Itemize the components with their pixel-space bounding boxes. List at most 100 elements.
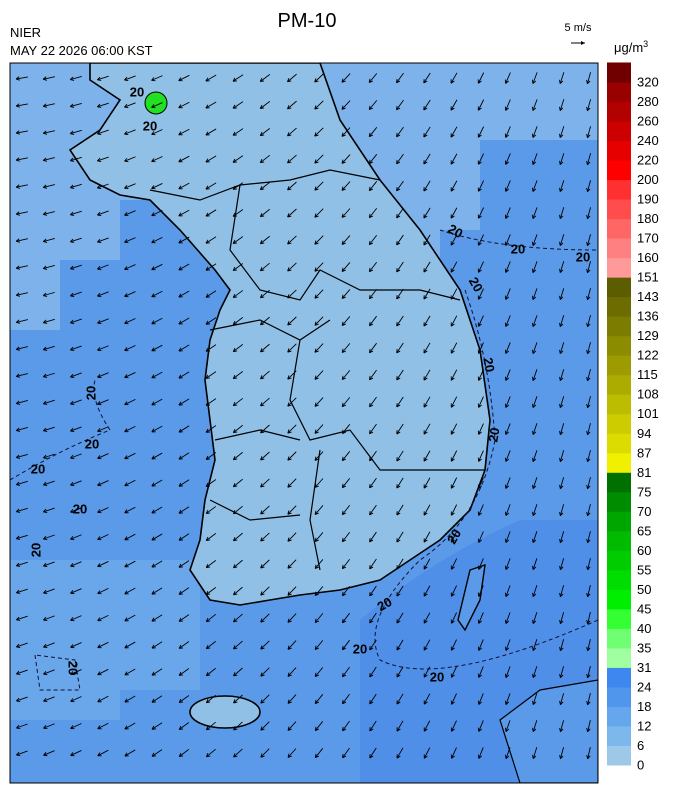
wind-arrow bbox=[96, 102, 109, 108]
wind-arrow bbox=[124, 452, 136, 460]
wind-arrow bbox=[369, 369, 377, 381]
wind-arrow bbox=[423, 585, 431, 597]
wind-arrow bbox=[43, 534, 55, 540]
wind-arrow bbox=[423, 342, 431, 354]
wind-arrow bbox=[450, 639, 457, 651]
wind-arrow bbox=[341, 289, 351, 299]
wind-arrow bbox=[368, 342, 377, 354]
wind-arrow bbox=[15, 534, 28, 540]
colorbar-label: 129 bbox=[637, 328, 659, 343]
wind-arrow bbox=[124, 129, 136, 136]
wind-arrow bbox=[97, 695, 109, 703]
colorbar-label: 101 bbox=[637, 406, 659, 421]
wind-arrow bbox=[450, 747, 457, 759]
wind-arrow bbox=[559, 693, 565, 706]
wind-arrow bbox=[423, 207, 431, 219]
wind-arrow bbox=[368, 73, 378, 84]
wind-arrow bbox=[532, 207, 538, 219]
wind-arrow bbox=[232, 317, 244, 326]
wind-arrow bbox=[505, 747, 511, 759]
wind-arrow bbox=[586, 639, 591, 652]
wind-arrow bbox=[477, 261, 484, 273]
colorbar-segment bbox=[607, 277, 631, 298]
wind-arrow bbox=[260, 667, 270, 677]
wind-arrow bbox=[559, 666, 565, 679]
wind-arrow bbox=[15, 615, 28, 621]
wind-arrow bbox=[97, 507, 109, 514]
wind-arrow bbox=[233, 613, 243, 623]
wind-arrow bbox=[97, 291, 109, 298]
wind-arrow bbox=[477, 585, 484, 597]
wind-arrow bbox=[178, 695, 190, 703]
wind-arrow bbox=[151, 75, 163, 82]
wind-arrow bbox=[232, 74, 244, 82]
wind-arrow bbox=[151, 425, 163, 433]
wind-arrow bbox=[42, 426, 55, 432]
wind-arrow bbox=[423, 720, 431, 732]
colorbar-label: 240 bbox=[637, 133, 659, 148]
wind-arrow bbox=[532, 477, 538, 490]
wind-arrow bbox=[178, 533, 190, 541]
wind-arrow bbox=[69, 102, 82, 108]
wind-arrow bbox=[504, 207, 511, 219]
wind-arrow bbox=[341, 181, 351, 191]
wind-arrow bbox=[43, 642, 55, 649]
wind-arrow bbox=[178, 155, 190, 163]
wind-arrow bbox=[233, 721, 243, 731]
wind-arrow bbox=[586, 585, 591, 598]
wind-arrow bbox=[396, 234, 404, 246]
wind-arrow bbox=[43, 750, 55, 757]
wind-arrow bbox=[450, 72, 458, 84]
wind-arrow bbox=[124, 749, 136, 757]
wind-arrow bbox=[314, 478, 324, 488]
colorbar-segment bbox=[607, 374, 631, 395]
wind-arrow bbox=[314, 73, 324, 83]
wind-arrow bbox=[178, 128, 190, 136]
wind-arrow bbox=[559, 315, 565, 328]
wind-arrow bbox=[504, 234, 511, 246]
contour-label: 20 bbox=[130, 84, 144, 99]
wind-arrow bbox=[504, 342, 511, 354]
wind-arrow bbox=[396, 342, 404, 354]
colorbar-label: 160 bbox=[637, 250, 659, 265]
wind-arrow bbox=[287, 208, 297, 218]
wind-arrow bbox=[151, 506, 163, 514]
jeju-island bbox=[189, 695, 261, 729]
wind-arrow bbox=[178, 506, 190, 514]
wind-arrow bbox=[205, 290, 217, 298]
wind-arrow bbox=[423, 315, 431, 327]
wind-arrow bbox=[205, 128, 217, 136]
wind-arrow bbox=[450, 126, 458, 138]
colorbar-label: 170 bbox=[637, 231, 659, 246]
wind-arrow bbox=[341, 531, 351, 543]
field-south-west bbox=[10, 560, 200, 720]
wind-arrow bbox=[423, 558, 431, 570]
wind-arrow bbox=[97, 210, 109, 216]
wind-arrow bbox=[178, 587, 190, 595]
contour-label: 20 bbox=[480, 356, 497, 373]
wind-arrow bbox=[423, 612, 431, 624]
wind-arrow bbox=[97, 318, 109, 325]
wind-arrow bbox=[368, 288, 377, 300]
colorbar-segment bbox=[607, 745, 631, 766]
wind-arrow bbox=[559, 450, 565, 463]
colorbar-label: 65 bbox=[637, 523, 651, 538]
wind-arrow bbox=[586, 396, 591, 409]
wind-arrow bbox=[423, 531, 431, 543]
source: NIER bbox=[10, 25, 41, 40]
wind-arrow bbox=[69, 76, 82, 81]
wind-arrow bbox=[15, 319, 28, 324]
wind-arrow bbox=[477, 720, 484, 732]
wind-arrow bbox=[341, 585, 350, 597]
datetime: MAY 22 2026 06:00 KST bbox=[10, 43, 153, 58]
wind-arrow bbox=[450, 180, 458, 192]
wind-arrow bbox=[42, 76, 55, 81]
colorbar-label: 40 bbox=[637, 621, 651, 636]
wind-arrow bbox=[341, 316, 351, 327]
wind-arrow bbox=[477, 126, 485, 138]
colorbar-segment bbox=[607, 335, 631, 356]
wind-arrow bbox=[151, 587, 163, 595]
wind-arrow bbox=[559, 234, 565, 247]
wind-arrow bbox=[341, 504, 351, 516]
